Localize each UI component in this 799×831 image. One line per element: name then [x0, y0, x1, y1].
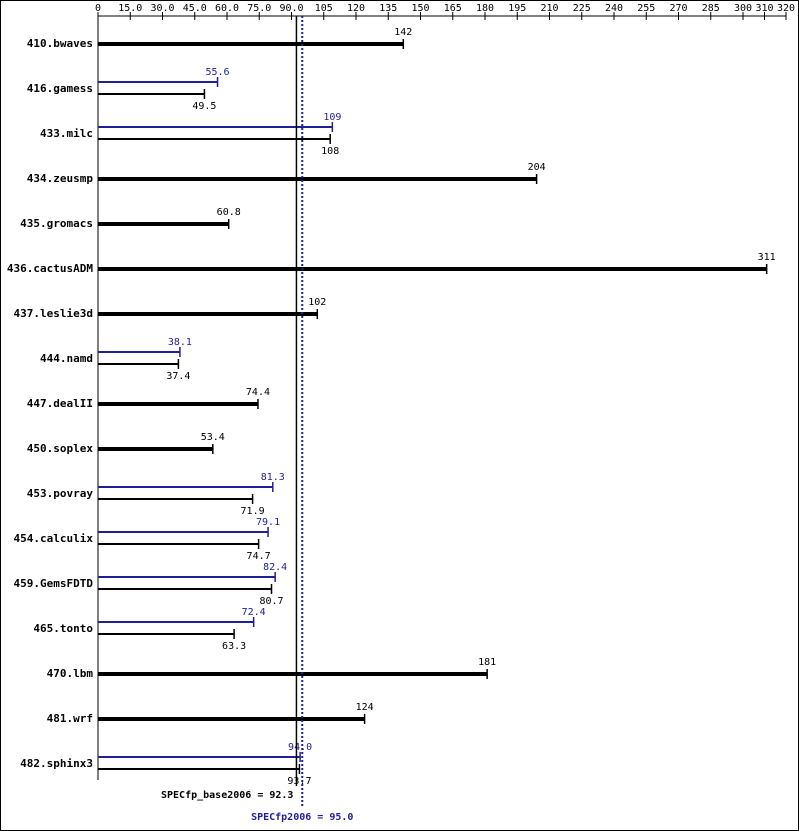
value-label: 81.3 — [261, 472, 285, 483]
x-tick-label: 310 — [755, 3, 773, 14]
bar — [98, 621, 254, 623]
value-label: 79.1 — [256, 517, 280, 528]
x-tick-label: 195 — [508, 3, 526, 14]
value-label: 55.6 — [205, 67, 229, 78]
bar — [98, 177, 537, 181]
bar — [98, 717, 365, 721]
x-tick-label: 270 — [669, 3, 687, 14]
bar — [98, 447, 213, 451]
value-label: 53.4 — [201, 432, 225, 443]
x-tick-label: 60.0 — [215, 3, 239, 14]
value-label: 71.9 — [241, 506, 265, 517]
category-label: 434.zeusmp — [27, 172, 94, 185]
bar — [98, 768, 300, 770]
x-tick-label: 105 — [315, 3, 333, 14]
x-tick-label: 180 — [476, 3, 494, 14]
value-label: 204 — [528, 162, 546, 173]
category-label: 453.povray — [27, 487, 94, 500]
x-tick-label: 255 — [637, 3, 655, 14]
bar — [98, 222, 229, 226]
bar — [98, 672, 488, 676]
category-label: 435.gromacs — [20, 217, 93, 230]
value-label: 124 — [356, 702, 374, 713]
value-label: 38.1 — [168, 337, 192, 348]
value-label: 60.8 — [217, 207, 241, 218]
value-label: 102 — [308, 297, 326, 308]
value-label: 37.4 — [166, 371, 190, 382]
category-label: 482.sphinx3 — [20, 757, 93, 770]
category-label: 459.GemsFDTD — [14, 577, 94, 590]
value-label: 181 — [478, 657, 496, 668]
x-tick-label: 120 — [347, 3, 365, 14]
category-label: 454.calculix — [14, 532, 94, 545]
value-label: 142 — [394, 27, 412, 38]
category-label: 470.lbm — [47, 667, 94, 680]
category-label: 410.bwaves — [27, 37, 93, 50]
category-label: 447.dealII — [27, 397, 93, 410]
category-label: 450.soplex — [27, 442, 94, 455]
value-label: 80.7 — [259, 596, 283, 607]
reference-label: SPECfp_base2006 = 92.3 — [161, 790, 293, 801]
x-tick-label: 285 — [702, 3, 720, 14]
category-label: 433.milc — [40, 127, 93, 140]
bar — [98, 498, 253, 500]
category-label: 481.wrf — [47, 712, 93, 725]
category-label: 437.leslie3d — [14, 307, 93, 320]
bar — [98, 588, 272, 590]
x-tick-label: 15.0 — [118, 3, 142, 14]
x-tick-label: 30.0 — [150, 3, 174, 14]
bar — [98, 126, 333, 128]
bar — [98, 543, 259, 545]
x-tick-label: 240 — [605, 3, 623, 14]
bar — [98, 486, 273, 488]
value-label: 94.0 — [288, 742, 312, 753]
bar — [98, 756, 301, 758]
bar — [98, 531, 269, 533]
x-tick-label: 75.0 — [247, 3, 271, 14]
bar — [98, 402, 258, 406]
bar — [98, 351, 180, 353]
x-tick-label: 210 — [540, 3, 558, 14]
category-label: 416.gamess — [27, 82, 93, 95]
bar — [98, 576, 276, 578]
bar — [98, 81, 218, 83]
category-label: 444.namd — [40, 352, 93, 365]
value-label: 74.4 — [246, 387, 270, 398]
value-label: 108 — [321, 146, 339, 157]
value-label: 72.4 — [242, 607, 266, 618]
value-label: 93.7 — [287, 776, 311, 787]
x-tick-label: 225 — [573, 3, 591, 14]
x-tick-label: 135 — [379, 3, 397, 14]
bar — [98, 267, 767, 271]
reference-label: SPECfp2006 = 95.0 — [251, 812, 353, 823]
x-tick-label: 320 — [777, 3, 795, 14]
bar — [98, 633, 235, 635]
bar — [98, 138, 331, 140]
value-label: 311 — [758, 252, 776, 263]
x-tick-label: 150 — [411, 3, 429, 14]
x-tick-label: 90.0 — [279, 3, 303, 14]
value-label: 63.3 — [222, 641, 246, 652]
value-label: 49.5 — [192, 101, 216, 112]
category-label: 436.cactusADM — [7, 262, 93, 275]
bar — [98, 42, 404, 46]
category-label: 465.tonto — [33, 622, 93, 635]
bar — [98, 93, 205, 95]
x-tick-label: 0 — [95, 3, 101, 14]
x-tick-label: 45.0 — [183, 3, 207, 14]
bar — [98, 363, 179, 365]
x-tick-label: 165 — [444, 3, 462, 14]
value-label: 109 — [323, 112, 341, 123]
value-label: 74.7 — [247, 551, 271, 562]
value-label: 82.4 — [263, 562, 287, 573]
x-tick-label: 300 — [734, 3, 752, 14]
bar — [98, 312, 318, 316]
